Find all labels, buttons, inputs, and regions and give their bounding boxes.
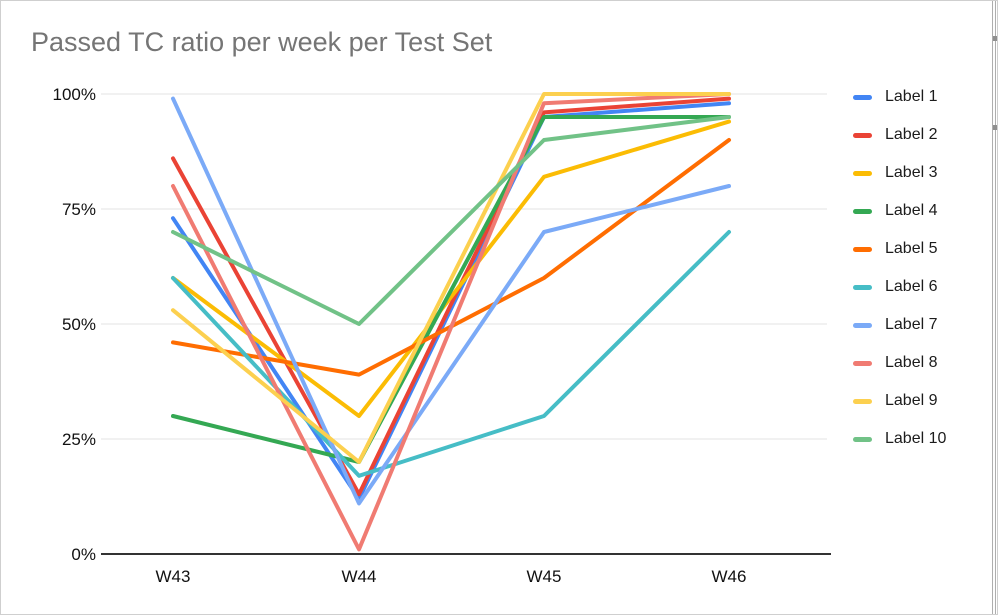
- legend-swatch-icon: [853, 94, 872, 100]
- legend-item-label: Label 7: [885, 316, 938, 333]
- legend-item: Label 4: [853, 192, 983, 230]
- legend-item-label: Label 8: [885, 354, 938, 371]
- legend-swatch-icon: [853, 360, 872, 366]
- x-axis-tick-label: W43: [156, 567, 191, 586]
- legend-swatch-icon: [853, 398, 872, 404]
- y-axis-tick-label: 0%: [71, 545, 96, 564]
- legend-swatch-icon: [853, 436, 872, 442]
- chart-title: Passed TC ratio per week per Test Set: [31, 27, 493, 57]
- x-axis-tick-label: W45: [527, 567, 562, 586]
- legend-item-label: Label 4: [885, 202, 938, 219]
- scrollbar-thumb[interactable]: [993, 36, 997, 41]
- scrollbar-track[interactable]: [992, 1, 997, 614]
- y-axis-tick-label: 25%: [62, 430, 96, 449]
- x-axis-tick-label: W44: [342, 567, 377, 586]
- y-axis-tick-label: 100%: [53, 85, 96, 104]
- series-line-label-7: [171, 96, 731, 506]
- legend-swatch-icon: [853, 170, 872, 176]
- legend-swatch-icon: [853, 322, 872, 328]
- series-line-label-8: [171, 92, 731, 552]
- legend-item-label: Label 3: [885, 164, 938, 181]
- legend-item: Label 6: [853, 268, 983, 306]
- series-line-label-6: [171, 230, 731, 478]
- y-axis-tick-label: 50%: [62, 315, 96, 334]
- legend-item-label: Label 1: [885, 88, 938, 105]
- legend-item-label: Label 6: [885, 278, 938, 295]
- y-axis-tick-label: 75%: [62, 200, 96, 219]
- legend-item: Label 2: [853, 116, 983, 154]
- series-line-label-10: [171, 115, 731, 326]
- legend-item-label: Label 2: [885, 126, 938, 143]
- legend-swatch-icon: [853, 284, 872, 290]
- legend-item: Label 9: [853, 382, 983, 420]
- legend-swatch-icon: [853, 132, 872, 138]
- legend-swatch-icon: [853, 246, 872, 252]
- legend-item-label: Label 9: [885, 392, 938, 409]
- legend-item: Label 8: [853, 344, 983, 382]
- series-line-label-4: [171, 115, 731, 464]
- legend-item: Label 3: [853, 154, 983, 192]
- series-line-label-3: [171, 119, 731, 418]
- scrollbar-thumb[interactable]: [993, 125, 997, 130]
- chart-legend: Label 1 Label 2 Label 3 Label 4 Label 5 Label…: [853, 78, 983, 458]
- legend-item-label: Label 5: [885, 240, 938, 257]
- legend-item: Label 5: [853, 230, 983, 268]
- legend-swatch-icon: [853, 208, 872, 214]
- legend-item: Label 10: [853, 420, 983, 458]
- legend-item-label: Label 10: [885, 430, 947, 447]
- legend-item: Label 1: [853, 78, 983, 116]
- legend-item: Label 7: [853, 306, 983, 344]
- series-line-label-2: [171, 96, 731, 497]
- series-line-label-9: [171, 92, 731, 464]
- x-axis-tick-label: W46: [712, 567, 747, 586]
